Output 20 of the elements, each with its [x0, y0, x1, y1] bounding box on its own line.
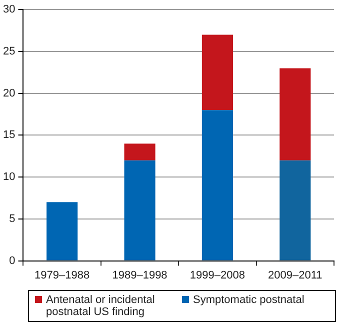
x-tick-label: 2009–2011	[268, 269, 322, 282]
bar	[124, 144, 156, 160]
y-tick-label: 0	[9, 254, 16, 267]
x-tick-label: 1989–1998	[112, 269, 168, 282]
bar	[202, 110, 233, 260]
x-tick-label: 1999–2008	[190, 269, 245, 282]
y-tick-label: 10	[2, 171, 16, 184]
y-tick-label: 5	[9, 212, 16, 225]
bar	[280, 68, 311, 160]
bar	[280, 160, 311, 260]
bar	[202, 34, 233, 110]
y-tick-label: 15	[2, 129, 16, 142]
y-tick-label: 25	[2, 46, 16, 58]
legend-label: Symptomatic postnatal	[193, 294, 304, 306]
legend-label: Antenatal or incidental postnatal US finding	[46, 294, 156, 318]
x-tick-label: 1979–1988	[34, 269, 90, 282]
y-tick-label: 30	[2, 4, 16, 16]
bar	[46, 202, 78, 260]
y-tick-label: 20	[2, 87, 16, 100]
bar	[124, 160, 156, 260]
